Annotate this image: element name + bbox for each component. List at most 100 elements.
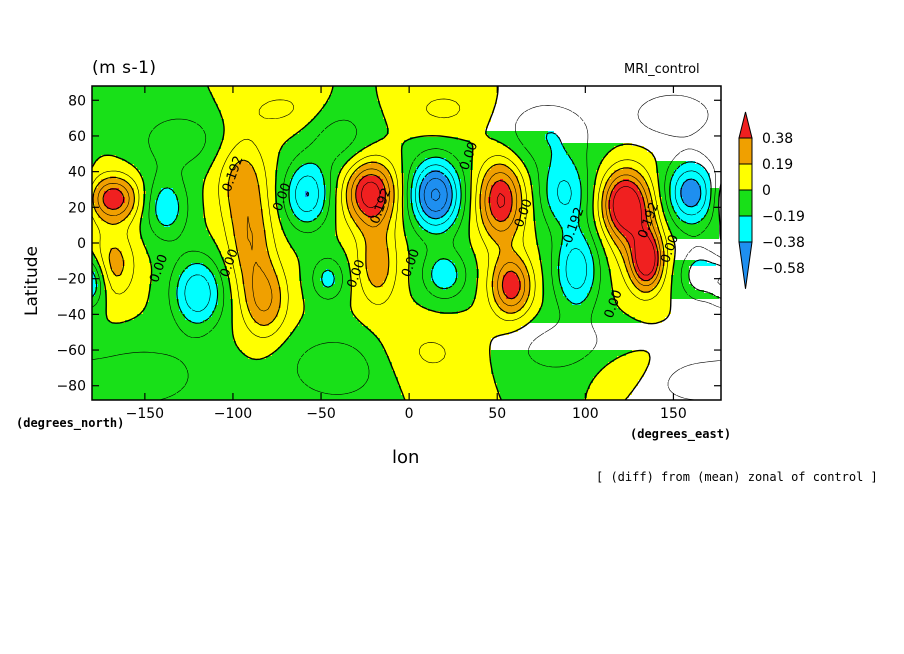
field-cell — [491, 359, 614, 362]
field-cell — [473, 152, 515, 155]
field-cell — [647, 224, 656, 227]
field-cell — [140, 230, 209, 233]
field-cell — [512, 236, 536, 239]
field-cell — [275, 269, 299, 272]
field-cell — [143, 215, 158, 218]
field-cell — [410, 263, 434, 266]
field-cell — [491, 209, 512, 212]
field-cell — [623, 257, 632, 260]
field-cell — [254, 320, 272, 323]
field-cell — [383, 116, 491, 119]
field-cell — [608, 152, 653, 155]
field-cell — [662, 239, 674, 242]
field-cell — [671, 230, 719, 233]
field-cell — [611, 236, 626, 239]
field-cell — [470, 242, 497, 245]
field-cell — [446, 158, 473, 161]
field-cell — [341, 167, 359, 170]
field-cell — [218, 299, 233, 302]
field-cell — [356, 185, 383, 188]
field-cell — [143, 311, 182, 314]
field-cell — [107, 314, 137, 317]
field-cell — [305, 311, 353, 314]
field-cell — [569, 299, 584, 302]
field-cell — [380, 209, 392, 212]
field-cell — [188, 266, 206, 269]
field-cell — [578, 215, 593, 218]
field-cell — [482, 185, 491, 188]
field-cell — [230, 179, 257, 182]
field-cell — [92, 107, 218, 110]
field-cell — [92, 263, 98, 266]
field-cell — [479, 275, 494, 278]
field-cell — [179, 305, 215, 308]
field-cell — [134, 164, 212, 167]
field-cell — [410, 284, 437, 287]
field-cell — [413, 206, 422, 209]
field-cell — [611, 173, 641, 176]
field-cell — [107, 305, 146, 308]
field-cell — [470, 176, 485, 179]
field-cell — [275, 185, 290, 188]
field-cell — [233, 338, 287, 341]
field-cell — [206, 266, 227, 269]
field-cell — [233, 224, 263, 227]
field-cell — [491, 350, 632, 353]
field-cell — [656, 272, 662, 275]
field-cell — [578, 221, 596, 224]
field-cell — [95, 293, 107, 296]
field-cell — [260, 188, 275, 191]
field-cell — [92, 341, 236, 344]
field-cell — [350, 212, 365, 215]
field-cell — [593, 269, 611, 272]
field-cell — [593, 191, 602, 194]
field-cell — [257, 179, 275, 182]
field-cell — [92, 89, 209, 92]
field-cell — [92, 101, 215, 104]
field-cell — [509, 212, 521, 215]
field-cell — [620, 251, 632, 254]
field-cell — [278, 308, 305, 311]
field-cell — [299, 257, 347, 260]
field-cell — [317, 164, 344, 167]
field-cell — [506, 296, 515, 299]
contour-line — [184, 164, 721, 312]
field-cell — [488, 134, 545, 137]
field-cell — [617, 245, 629, 248]
field-cell — [323, 275, 335, 278]
field-cell — [614, 290, 641, 293]
field-cell — [95, 290, 107, 293]
field-cell — [548, 140, 560, 143]
field-cell — [191, 320, 203, 323]
field-cell — [593, 380, 638, 383]
field-cell — [92, 320, 110, 323]
field-cell — [224, 125, 305, 128]
field-cell — [281, 299, 305, 302]
field-cell — [269, 257, 299, 260]
field-cell — [113, 269, 122, 272]
field-cell — [146, 251, 221, 254]
field-cell — [656, 239, 662, 242]
field-cell — [560, 254, 593, 257]
field-cell — [146, 305, 179, 308]
field-cell — [527, 272, 542, 275]
field-cell — [521, 308, 539, 311]
field-cell — [671, 176, 710, 179]
field-cell — [470, 140, 497, 143]
field-cell — [398, 377, 494, 380]
field-cell — [302, 164, 317, 167]
field-cell — [155, 209, 179, 212]
field-cell — [617, 305, 671, 308]
field-cell — [407, 245, 470, 248]
field-cell — [266, 356, 389, 359]
field-cell — [671, 182, 683, 185]
field-cell — [542, 284, 560, 287]
field-cell — [638, 275, 653, 278]
field-cell — [521, 206, 533, 209]
field-cell — [362, 164, 383, 167]
field-cell — [92, 275, 95, 278]
field-cell — [659, 263, 665, 266]
field-cell — [332, 89, 377, 92]
field-cell — [527, 170, 548, 173]
field-cell — [563, 143, 623, 146]
